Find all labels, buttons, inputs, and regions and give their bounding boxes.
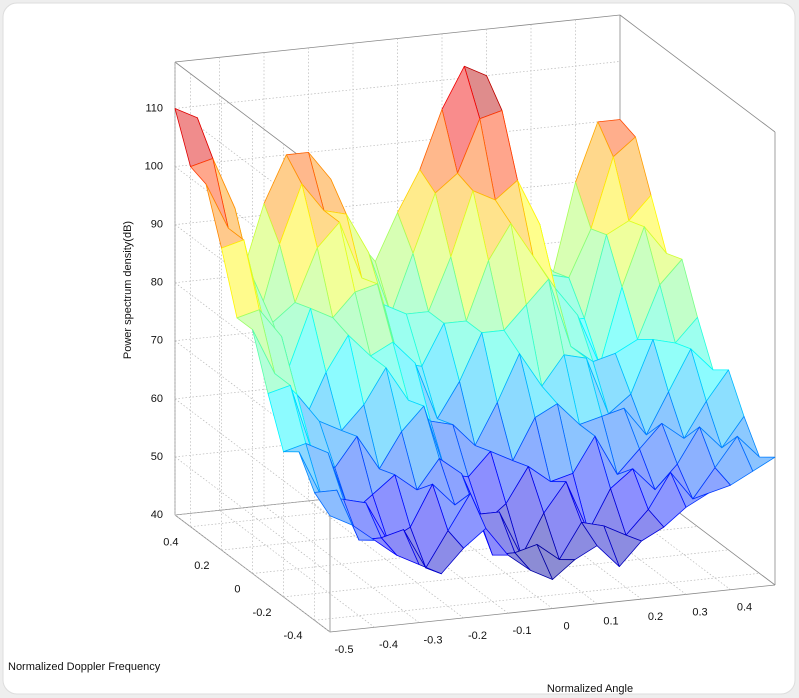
grid-line — [190, 479, 636, 528]
z-tick-label: 100 — [145, 160, 163, 172]
grid-line — [174, 61, 621, 109]
z-tick-label: 90 — [151, 219, 163, 231]
x-tick-label: -0.3 — [424, 635, 443, 647]
y-tick-label: -0.4 — [284, 630, 303, 642]
grid-line — [174, 514, 331, 633]
z-tick-label: 60 — [151, 393, 163, 405]
box-edge — [619, 14, 776, 133]
z-axis-label: Power spectrum density(dB) — [122, 221, 134, 359]
z-tick-label: 110 — [145, 102, 163, 114]
x-tick-label: -0.4 — [379, 639, 398, 651]
x-axis-label: Normalized Angle — [547, 683, 633, 695]
grid-line — [221, 502, 667, 551]
grid-line — [174, 293, 621, 342]
x-tick-label: -0.5 — [335, 644, 354, 656]
grid-line — [174, 456, 331, 575]
grid-line — [308, 500, 464, 619]
grid-line — [174, 409, 621, 458]
x-tick-label: 0.1 — [603, 616, 618, 628]
x-tick-label: 0.4 — [737, 602, 752, 614]
grid-line — [174, 467, 621, 516]
y-tick-label: 0.4 — [163, 537, 178, 549]
grid-line — [174, 119, 621, 167]
x-tick-label: 0.3 — [692, 606, 707, 618]
z-tick-label: 50 — [151, 451, 163, 463]
y-tick-label: 0 — [234, 583, 240, 595]
x-tick-label: -0.1 — [513, 625, 532, 637]
x-tick-label: 0.2 — [648, 611, 663, 623]
z-tick-label: 40 — [151, 509, 163, 521]
surface-cell — [314, 489, 353, 526]
grid-line — [174, 177, 621, 225]
x-tick-label: -0.2 — [468, 630, 487, 642]
y-axis-label: Normalized Doppler Frequency — [8, 661, 161, 673]
grid-line — [252, 526, 698, 574]
y-tick-label: 0.2 — [194, 560, 209, 572]
grid-line — [263, 505, 420, 623]
grid-line — [174, 351, 621, 400]
z-tick-label: 80 — [151, 277, 163, 289]
grid-line — [219, 510, 375, 628]
z-tick-label: 70 — [151, 335, 163, 347]
grid-line — [283, 549, 729, 598]
y-tick-label: -0.2 — [253, 607, 272, 619]
grid-line — [174, 398, 331, 517]
grid-line — [314, 572, 760, 621]
x-tick-label: 0 — [563, 620, 569, 632]
